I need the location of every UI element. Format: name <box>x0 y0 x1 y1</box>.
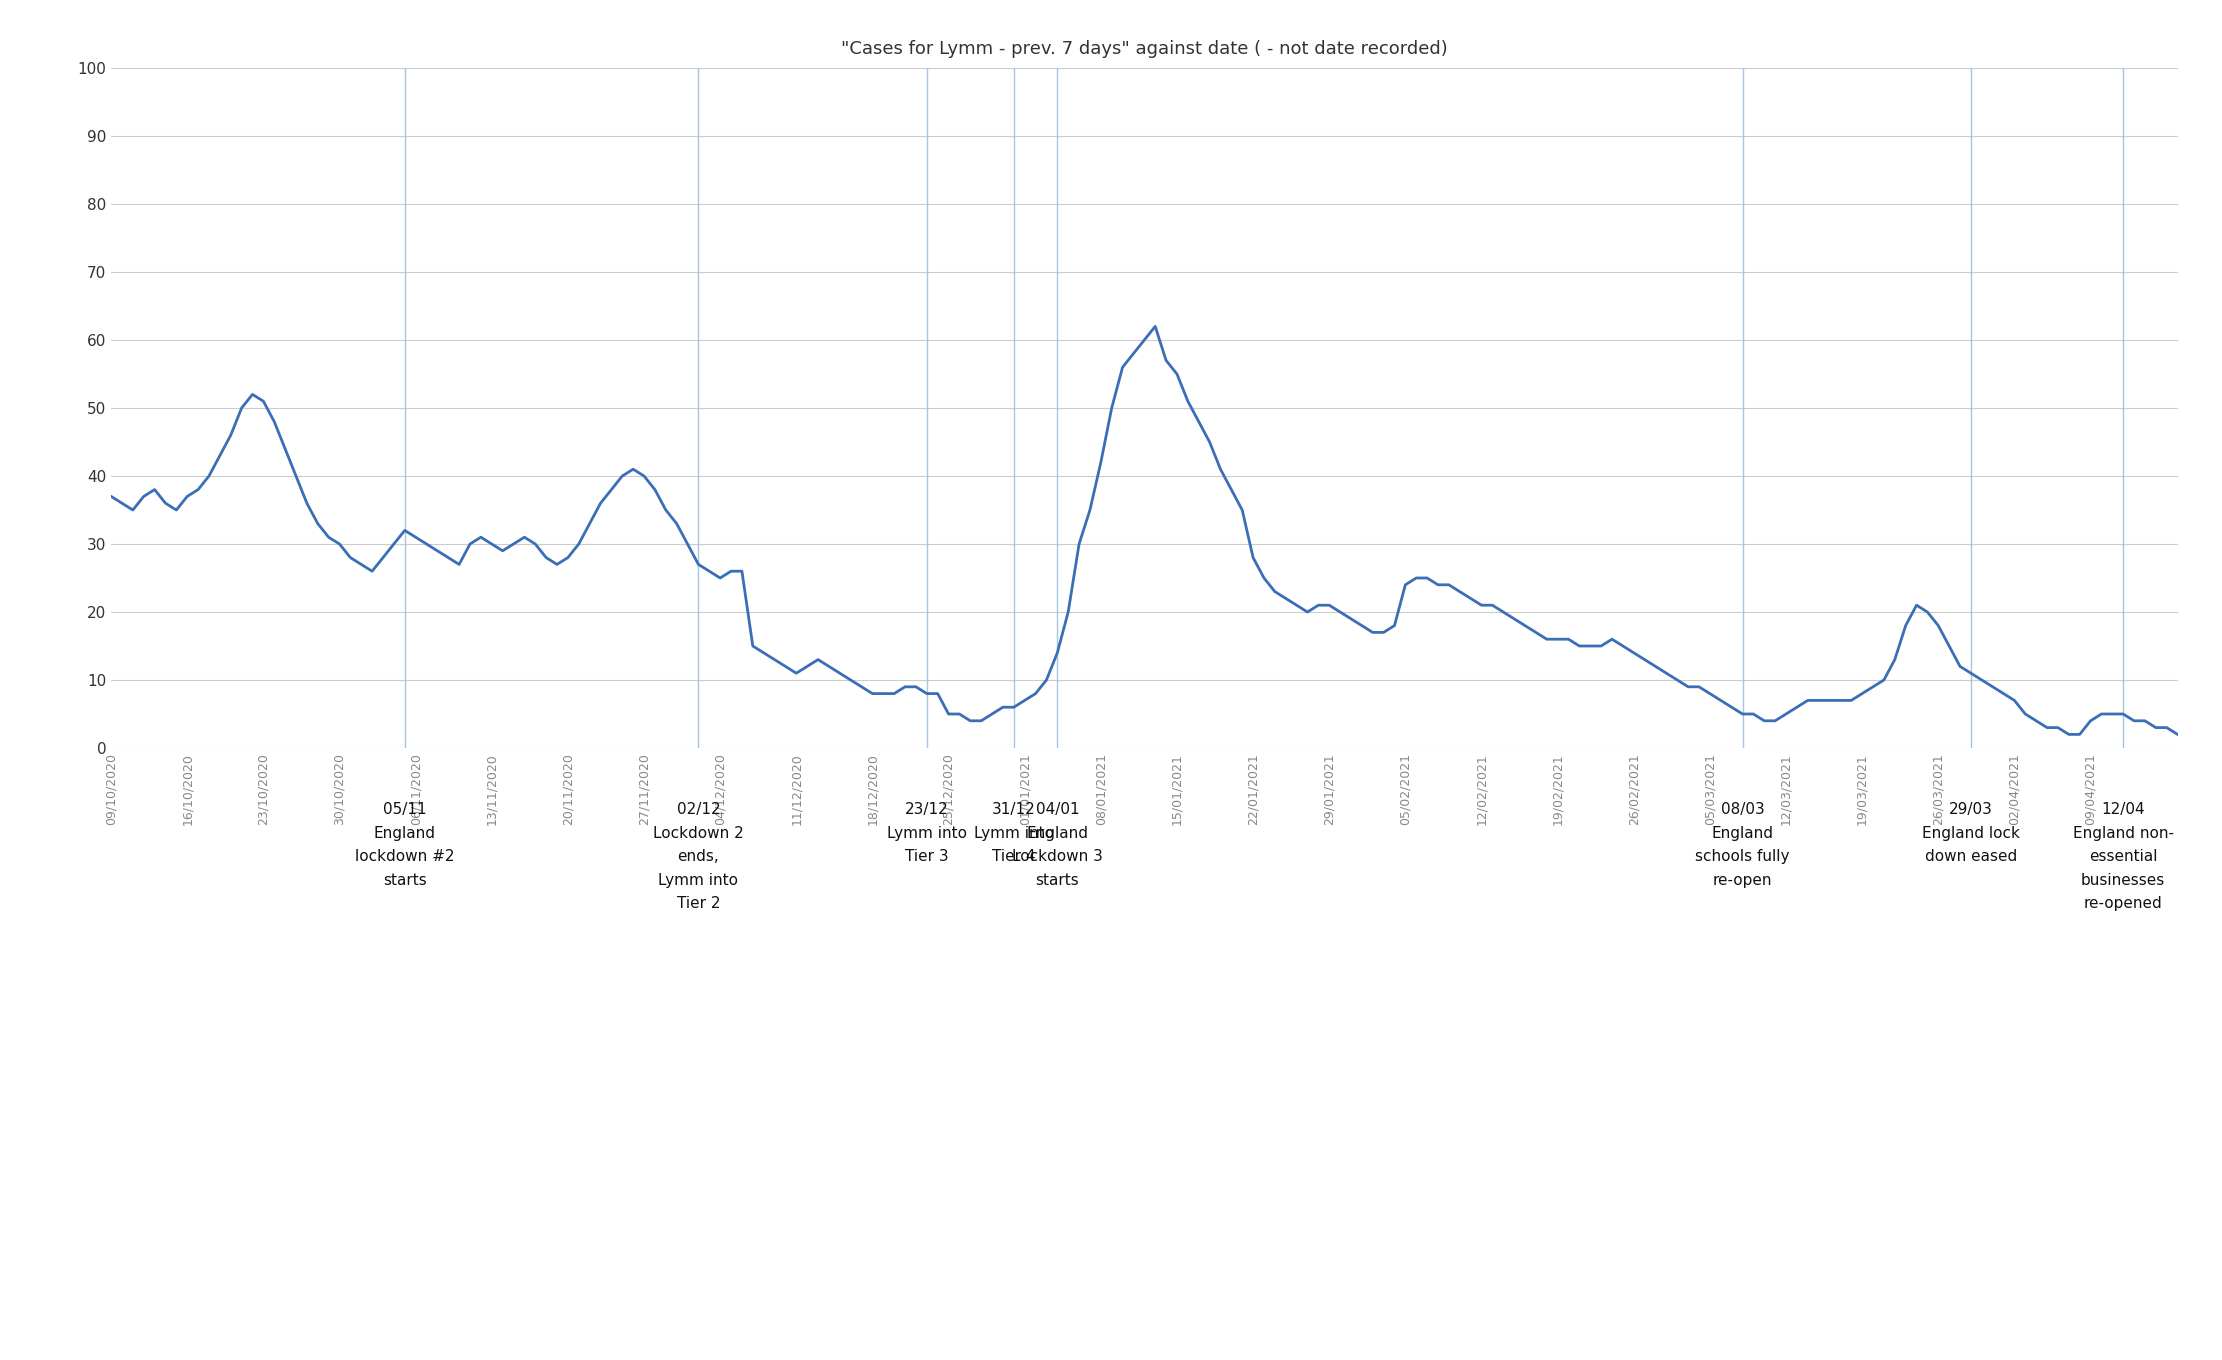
Text: 23/12
Lymm into
Tier 3: 23/12 Lymm into Tier 3 <box>887 802 967 864</box>
Text: 02/12
Lockdown 2
ends,
Lymm into
Tier 2: 02/12 Lockdown 2 ends, Lymm into Tier 2 <box>653 802 744 911</box>
Text: 04/01
England
Lockdown 3
starts: 04/01 England Lockdown 3 starts <box>1011 802 1102 888</box>
Title: "Cases for Lymm - prev. 7 days" against date ( - not date recorded): "Cases for Lymm - prev. 7 days" against … <box>840 39 1449 58</box>
Text: 08/03
England
schools fully
re-open: 08/03 England schools fully re-open <box>1695 802 1789 888</box>
Text: 12/04
England non-
essential
businesses
re-opened: 12/04 England non- essential businesses … <box>2073 802 2173 911</box>
Text: 05/11
England
lockdown #2
starts: 05/11 England lockdown #2 starts <box>356 802 456 888</box>
Text: 29/03
England lock
down eased: 29/03 England lock down eased <box>1922 802 2020 864</box>
Text: 31/12
Lymm into
Tier 4: 31/12 Lymm into Tier 4 <box>973 802 1053 864</box>
